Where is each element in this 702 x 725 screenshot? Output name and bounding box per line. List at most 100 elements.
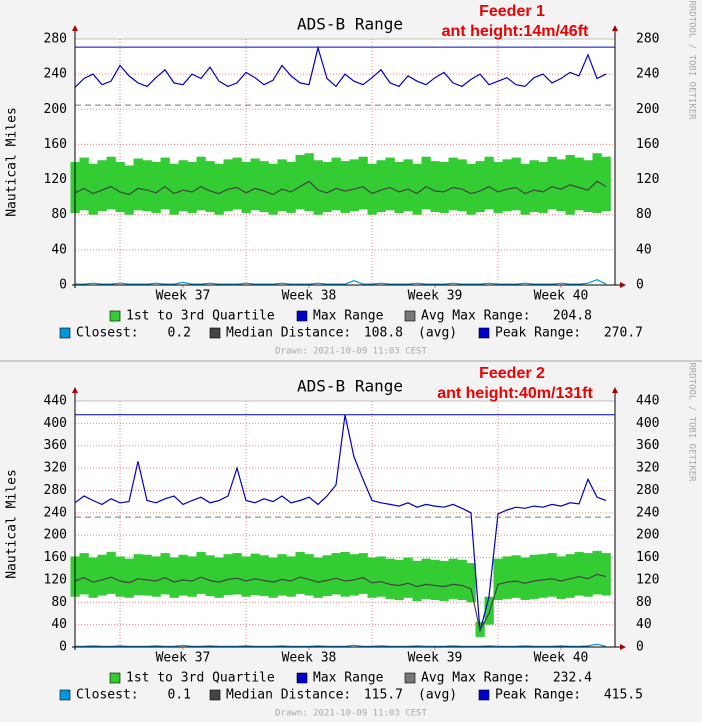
series-line (74, 45, 607, 88)
quartile-band (286, 162, 296, 213)
quartile-band (502, 159, 512, 212)
arrow (620, 282, 626, 288)
legend-swatch (59, 689, 71, 701)
legend-value: 115.7 (364, 688, 403, 703)
quartile-band (592, 550, 602, 595)
quartile-band (151, 162, 161, 213)
side-text: RRDTOOL / TOBI OETIKER (687, 0, 697, 120)
quartile-band (340, 551, 350, 597)
quartile-band (529, 160, 539, 213)
quartile-band (223, 159, 233, 212)
legend-swatch (404, 310, 416, 322)
quartile-band (223, 554, 233, 596)
quartile-band (592, 153, 602, 213)
arrow (72, 25, 78, 31)
quartile-band (412, 560, 422, 602)
arrow (612, 387, 618, 393)
y-tick-label-right: 400 (636, 416, 659, 431)
quartile-band (205, 161, 215, 213)
y-tick-label: 240 (44, 67, 67, 82)
quartile-band (376, 556, 386, 597)
y-tick-label: 200 (44, 102, 67, 117)
quartile-band (160, 553, 170, 595)
quartile-band (439, 162, 449, 213)
quartile-band (340, 161, 350, 213)
quartile-band (232, 157, 242, 210)
quartile-band (349, 554, 359, 596)
y-tick-label: 200 (44, 528, 67, 543)
y-tick-label-right: 160 (636, 550, 659, 565)
y-tick-label-right: 80 (636, 595, 652, 610)
quartile-band (403, 557, 413, 598)
quartile-band (124, 558, 134, 598)
quartile-band (493, 162, 503, 213)
legend-note: (avg) (418, 326, 457, 341)
quartile-band (583, 553, 593, 597)
quartile-band (430, 559, 440, 601)
y-tick-label-right: 40 (636, 242, 652, 257)
quartile-band (178, 160, 188, 212)
y-tick-label: 400 (44, 416, 67, 431)
quartile-band (385, 558, 395, 599)
legend-value: 204.8 (553, 309, 592, 324)
quartile-band (178, 554, 188, 596)
quartile-band (394, 559, 404, 601)
y-tick-label: 280 (44, 32, 67, 47)
quartile-band (169, 557, 179, 598)
quartile-band (574, 551, 584, 596)
quartile-band (448, 157, 458, 211)
quartile-band (241, 162, 251, 213)
quartile-band (358, 553, 368, 594)
y-tick-label: 320 (44, 461, 67, 476)
quartile-band (367, 163, 377, 215)
y-tick-label-right: 120 (636, 572, 659, 587)
quartile-band (511, 555, 521, 598)
y-axis-label: Nautical Miles (5, 469, 20, 579)
quartile-band (232, 553, 242, 595)
x-tick-label: Week 38 (282, 651, 337, 666)
y-tick-label: 80 (51, 595, 67, 610)
quartile-band (403, 159, 413, 212)
quartile-band (124, 165, 134, 215)
x-tick-label: Week 37 (156, 289, 211, 304)
x-tick-label: Week 37 (156, 651, 211, 666)
panel: 0 0 40 40 80 80 120 120 160 160 200 200 240 240 280 280… (0, 0, 702, 360)
series-line (74, 180, 607, 196)
quartile-band (547, 156, 557, 210)
legend-swatch (59, 327, 71, 339)
y-tick-label: 360 (44, 438, 67, 453)
quartile-band (475, 161, 485, 213)
quartile-band (502, 556, 512, 599)
quartile-band (574, 157, 584, 211)
quartile-band (277, 159, 287, 212)
legend-swatch (404, 672, 416, 684)
y-tick-label: 160 (44, 137, 67, 152)
legend-label: Max Range (313, 309, 384, 324)
y-tick-label-right: 240 (636, 67, 659, 82)
quartile-band (601, 553, 611, 596)
quartile-band (160, 157, 170, 210)
arrow (620, 644, 626, 650)
quartile-band (133, 554, 143, 596)
legend-note: (avg) (418, 688, 457, 703)
quartile-band (286, 556, 296, 597)
legend-value: 0.1 (168, 688, 191, 703)
quartile-band (538, 554, 548, 598)
quartile-band (538, 162, 548, 213)
legend-label: Max Range (313, 671, 384, 686)
quartile-band (484, 156, 494, 210)
y-tick-label: 40 (51, 242, 67, 257)
y-tick-label-right: 40 (636, 617, 652, 632)
quartile-band (448, 558, 458, 599)
legend-swatch (478, 327, 490, 339)
quartile-band (205, 555, 215, 597)
arrow (72, 387, 78, 393)
legend-swatch (109, 310, 121, 322)
quartile-band (79, 553, 89, 595)
annotation: Feeder 2 (479, 365, 545, 382)
quartile-band (547, 553, 557, 597)
quartile-band (556, 556, 566, 599)
y-tick-label-right: 240 (636, 505, 659, 520)
quartile-band (583, 160, 593, 213)
